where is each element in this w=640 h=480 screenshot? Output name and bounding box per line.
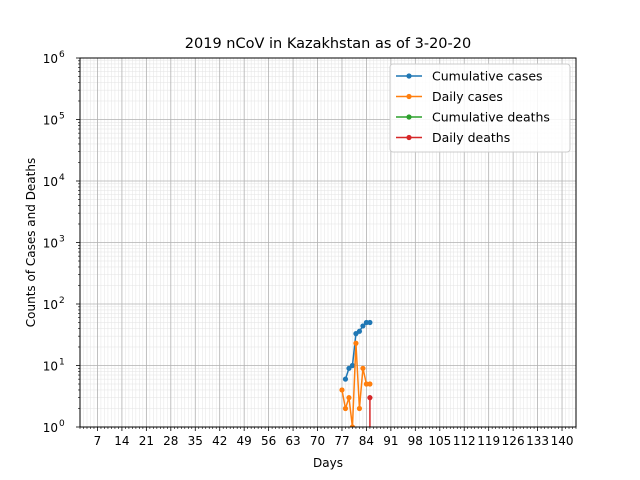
data-point	[349, 424, 356, 427]
data-point	[349, 362, 356, 369]
x-tick-label: 21	[139, 434, 154, 448]
y-tick-base: 10	[43, 175, 58, 189]
y-tick-base: 10	[43, 298, 58, 312]
y-tick-exponent: 6	[59, 50, 65, 60]
y-tick-label: 10	[43, 114, 58, 128]
x-tick-label: 42	[212, 434, 227, 448]
x-tick-label: 77	[334, 434, 349, 448]
legend-item: Daily deaths	[396, 130, 510, 145]
x-tick-label: 28	[163, 434, 178, 448]
data-point	[346, 395, 352, 401]
series-cumulative-cases	[342, 319, 373, 382]
data-point	[360, 365, 366, 371]
y-tick-exponent: 2	[59, 296, 65, 306]
y-tick-exponent: 5	[59, 112, 65, 122]
x-tick-label: 49	[237, 434, 252, 448]
data-point	[356, 405, 363, 412]
y-tick-label: 10	[43, 237, 58, 251]
y-tick-base: 10	[43, 114, 58, 128]
y-tick-base: 10	[43, 360, 58, 374]
data-point	[367, 319, 373, 326]
y-tick-label: 10	[43, 298, 58, 312]
x-tick-label: 98	[408, 434, 423, 448]
legend-item: Cumulative deaths	[396, 110, 550, 125]
series-daily-deaths	[367, 395, 373, 427]
y-axis-label: Counts of Cases and Deaths	[24, 158, 38, 327]
x-tick-label: 70	[310, 434, 325, 448]
legend-label: Cumulative cases	[432, 69, 543, 84]
series-daily-cases	[339, 340, 373, 427]
x-tick-label: 112	[453, 434, 476, 448]
legend-item: Cumulative cases	[396, 69, 543, 84]
x-tick-label: 14	[114, 434, 129, 448]
x-tick-label: 84	[359, 434, 374, 448]
y-tick-base: 10	[43, 52, 58, 66]
data-point	[342, 376, 349, 382]
x-axis-label: Days	[313, 456, 343, 470]
y-tick-exponent: 3	[59, 235, 65, 245]
legend-swatch-marker	[406, 114, 412, 120]
x-tick-label: 56	[261, 434, 276, 448]
x-tick-label: 63	[285, 434, 300, 448]
x-tick-label: 126	[502, 434, 525, 448]
legend: Cumulative cases Daily cases Cumulative de…	[389, 63, 571, 153]
chart-title: 2019 nCoV in Kazakhstan as of 3-20-20	[185, 36, 471, 52]
y-tick-exponent: 4	[59, 173, 65, 183]
x-axis-ticks: 7 14 21 28 35 42 49 56 63 70 77 84 91 98 105 112 119 126 1…	[79, 427, 577, 448]
y-tick-base: 10	[43, 237, 58, 251]
x-tick-label: 91	[383, 434, 398, 448]
data-point	[342, 405, 349, 412]
y-tick-label: 10	[43, 52, 58, 66]
series-layer	[339, 319, 373, 427]
data-point	[353, 340, 359, 346]
data-point	[367, 395, 373, 401]
y-tick-exponent: 0	[59, 419, 65, 429]
data-point	[367, 381, 373, 387]
x-tick-label: 133	[526, 434, 549, 448]
legend-swatch-marker	[406, 73, 412, 79]
legend-label: Daily cases	[432, 89, 503, 104]
legend-item: Daily cases	[396, 89, 503, 104]
legend-label: Cumulative deaths	[432, 110, 550, 125]
y-tick-exponent: 1	[59, 358, 65, 368]
y-tick-label: 10	[43, 421, 58, 435]
y-tick-label: 10	[43, 360, 58, 374]
data-point	[356, 328, 363, 334]
x-tick-label: 105	[428, 434, 451, 448]
y-tick-base: 10	[43, 421, 58, 435]
x-tick-label: 140	[551, 434, 574, 448]
y-tick-label: 10	[43, 175, 58, 189]
data-point	[360, 323, 366, 329]
x-tick-label: 35	[188, 434, 203, 448]
x-tick-label: 7	[94, 434, 102, 448]
data-point	[339, 387, 345, 393]
x-tick-label: 119	[477, 434, 500, 448]
legend-box	[389, 63, 571, 153]
legend-swatch-marker	[406, 134, 412, 141]
data-point	[346, 365, 352, 371]
legend-label: Daily deaths	[432, 130, 510, 145]
legend-swatch-marker	[406, 93, 412, 100]
